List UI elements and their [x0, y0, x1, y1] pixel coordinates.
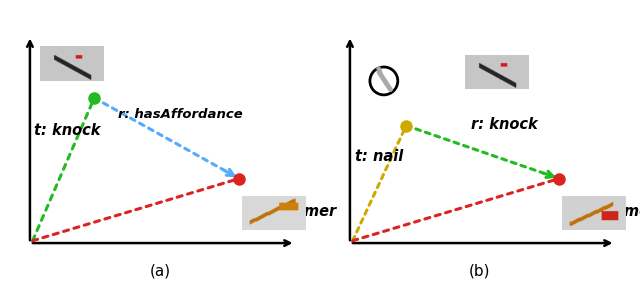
Text: h: hammer: h: hammer: [247, 204, 337, 219]
Text: h: hammer: h: hammer: [567, 204, 640, 219]
Text: (b): (b): [469, 264, 491, 279]
Text: t: knock: t: knock: [34, 123, 100, 138]
Text: r: knock: r: knock: [471, 117, 538, 132]
Text: t: nail: t: nail: [355, 149, 404, 164]
Text: r: hasAffordance: r: hasAffordance: [118, 107, 243, 120]
Text: (a): (a): [149, 264, 171, 279]
